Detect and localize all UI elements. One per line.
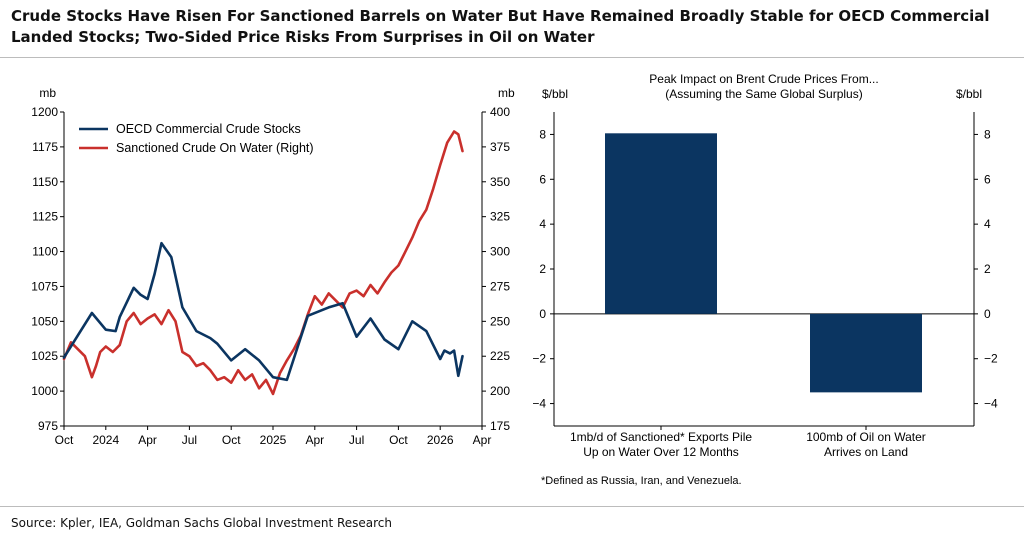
bar-left-tick-label: 0: [539, 307, 546, 321]
right-tick-label: 175: [490, 419, 510, 433]
x-tick-label: Oct: [222, 433, 241, 447]
bar-sanctioned-exports: [605, 133, 717, 314]
legend-label-oecd: OECD Commercial Crude Stocks: [116, 122, 301, 136]
bar-right-tick-label: 6: [984, 172, 991, 186]
bar-oil-on-water-lands: [810, 313, 922, 393]
right-tick-label: 275: [490, 279, 510, 293]
right-tick-label: 250: [490, 314, 510, 328]
bar-left-tick-label: 2: [539, 262, 546, 276]
right-tick-label: 200: [490, 384, 510, 398]
x-tick-label: Oct: [55, 433, 74, 447]
bar-right-tick-label: −4: [984, 397, 998, 411]
source-note: Source: Kpler, IEA, Goldman Sachs Global…: [11, 516, 393, 530]
bar-left-tick-label: 8: [539, 127, 546, 141]
left-tick-label: 975: [38, 419, 58, 433]
bar-footnote: *Defined as Russia, Iran, and Venezuela.: [541, 475, 742, 487]
figure-title: Crude Stocks Have Risen For Sanctioned B…: [11, 7, 990, 46]
sanctioned-crude-line: [62, 130, 464, 396]
left-tick-label: 1000: [31, 384, 58, 398]
bar-right-tick-label: 0: [984, 307, 991, 321]
left-tick-label: 1025: [31, 349, 58, 363]
right-tick-label: 300: [490, 245, 510, 259]
bottom-divider: [0, 506, 1024, 507]
bar-category-label: 100mb of Oil on Water: [806, 430, 926, 444]
bar-right-axis-unit: $/bbl: [956, 87, 982, 101]
bar-right-tick-label: 2: [984, 262, 991, 276]
bar-left-tick-label: 6: [539, 172, 546, 186]
bar-category-label: 1mb/d of Sanctioned* Exports Pile: [570, 430, 752, 444]
left-tick-label: 1075: [31, 279, 58, 293]
x-tick-label: 2025: [260, 433, 287, 447]
right-tick-label: 225: [490, 349, 510, 363]
right-tick-label: 400: [490, 105, 510, 119]
left-tick-label: 1150: [32, 175, 58, 189]
bar-left-tick-label: 4: [539, 217, 546, 231]
bar-category-label: Arrives on Land: [824, 445, 908, 459]
bar-left-axis-unit: $/bbl: [542, 87, 568, 101]
x-tick-label: 2024: [92, 433, 119, 447]
top-divider: [0, 57, 1024, 58]
x-tick-label: Oct: [389, 433, 408, 447]
bar-right-tick-label: −2: [984, 352, 998, 366]
right-axis-unit: mb: [498, 86, 515, 100]
x-tick-label: 2026: [427, 433, 454, 447]
oecd-stocks-line: [62, 241, 464, 382]
bar-left-tick-label: −4: [532, 397, 546, 411]
legend-label-sanctioned: Sanctioned Crude On Water (Right): [116, 141, 314, 155]
x-tick-label: Apr: [473, 433, 492, 447]
bar-left-tick-label: −2: [532, 352, 546, 366]
bar-right-tick-label: 8: [984, 127, 991, 141]
bar-chart-title: Peak Impact on Brent Crude Prices From..…: [649, 72, 878, 86]
x-tick-label: Jul: [349, 433, 364, 447]
bar-right-tick-label: 4: [984, 217, 991, 231]
right-tick-label: 325: [490, 210, 510, 224]
left-axis-unit: mb: [39, 86, 56, 100]
bar-chart-subtitle: (Assuming the Same Global Surplus): [665, 87, 862, 101]
right-tick-label: 350: [490, 175, 510, 189]
left-tick-label: 1050: [31, 314, 58, 328]
left-tick-label: 1175: [32, 140, 58, 154]
x-tick-label: Jul: [182, 433, 197, 447]
left-tick-label: 1125: [32, 210, 58, 224]
right-tick-label: 375: [490, 140, 510, 154]
left-tick-label: 1200: [31, 105, 58, 119]
x-tick-label: Apr: [305, 433, 324, 447]
left-tick-label: 1100: [32, 245, 58, 259]
x-tick-label: Apr: [138, 433, 157, 447]
bar-category-label: Up on Water Over 12 Months: [583, 445, 739, 459]
